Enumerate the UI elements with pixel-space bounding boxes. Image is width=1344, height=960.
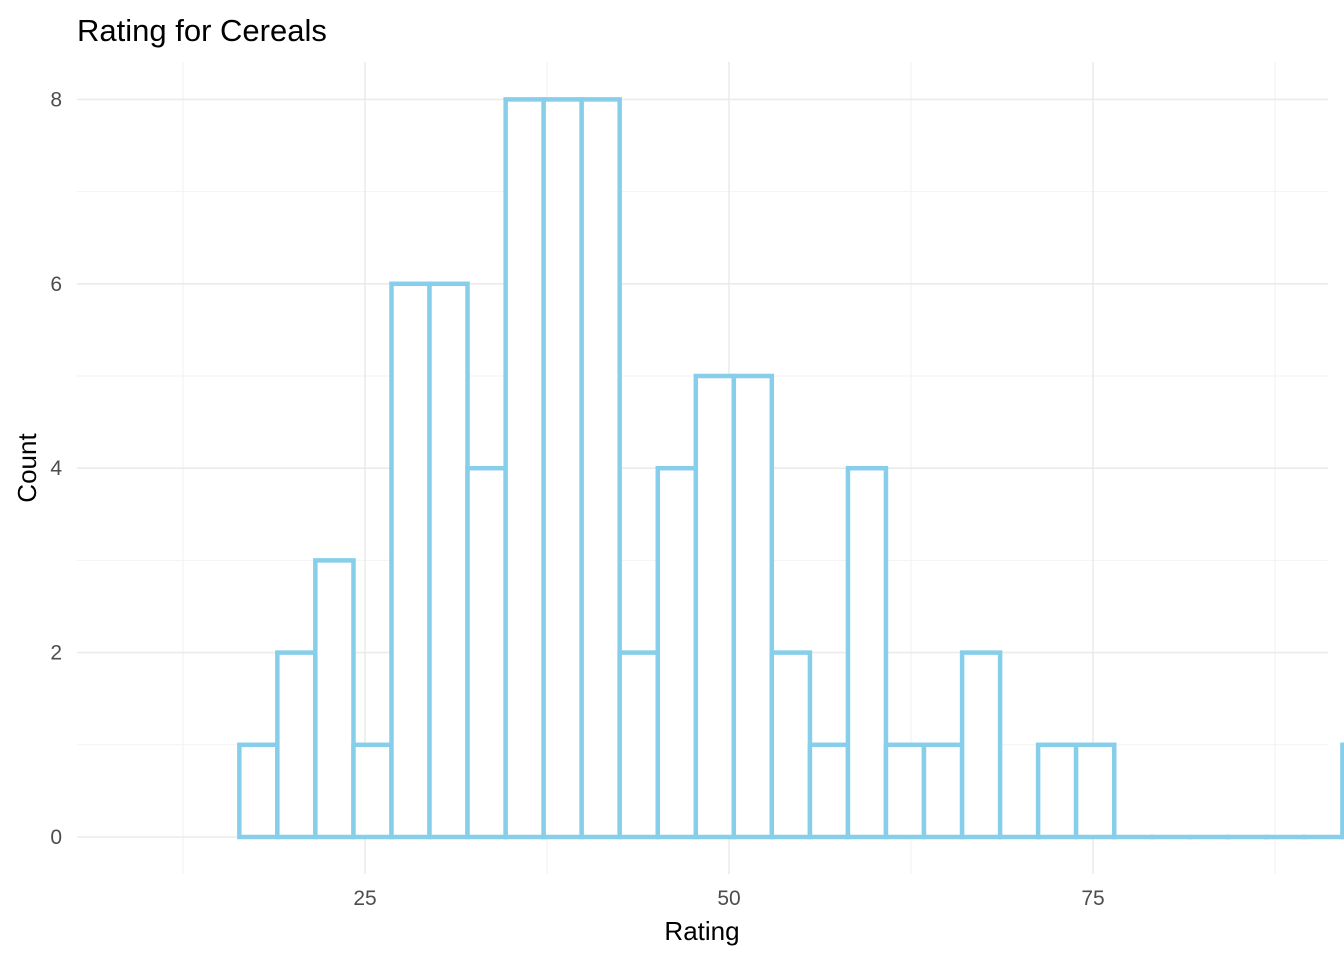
y-tick-label: 0 <box>50 826 62 849</box>
histogram-bar <box>731 373 775 840</box>
histogram-bar <box>313 558 356 840</box>
histogram-bar <box>237 742 280 840</box>
x-tick-label: 25 <box>353 887 376 910</box>
y-tick-label: 8 <box>50 88 62 111</box>
histogram-bar <box>503 97 546 840</box>
x-tick-label: 75 <box>1081 887 1104 910</box>
y-axis-title: Count <box>12 433 42 503</box>
histogram-bar <box>541 97 584 840</box>
x-axis-ticks: 25 50 75 <box>353 887 1104 910</box>
histogram-bar <box>275 650 318 840</box>
histogram-bar <box>1035 742 1079 840</box>
chart-title: Rating for Cereals <box>77 13 327 48</box>
y-tick-label: 4 <box>50 457 62 480</box>
histogram-bar <box>617 650 661 840</box>
histogram-bar <box>351 742 394 840</box>
histogram-bar <box>883 742 927 840</box>
y-tick-label: 2 <box>50 642 62 665</box>
histogram-bar <box>655 465 699 840</box>
bars <box>237 97 1344 840</box>
x-tick-label: 50 <box>717 887 740 910</box>
y-axis-ticks: 0 2 4 6 8 <box>50 88 62 849</box>
histogram-bar <box>693 373 737 840</box>
histogram-bar <box>579 97 622 840</box>
histogram-bar <box>465 465 508 840</box>
histogram-bar <box>389 281 432 840</box>
histogram-bar <box>427 281 470 840</box>
histogram-bar <box>921 742 965 840</box>
y-tick-label: 6 <box>50 273 62 296</box>
histogram-bar <box>959 650 1003 840</box>
histogram-bar <box>769 650 813 840</box>
histogram-bar <box>807 742 851 840</box>
histogram-bar <box>1073 742 1117 840</box>
histogram-bar <box>845 465 889 840</box>
histogram-bar <box>1340 742 1344 840</box>
x-axis-title: Rating <box>664 916 739 946</box>
